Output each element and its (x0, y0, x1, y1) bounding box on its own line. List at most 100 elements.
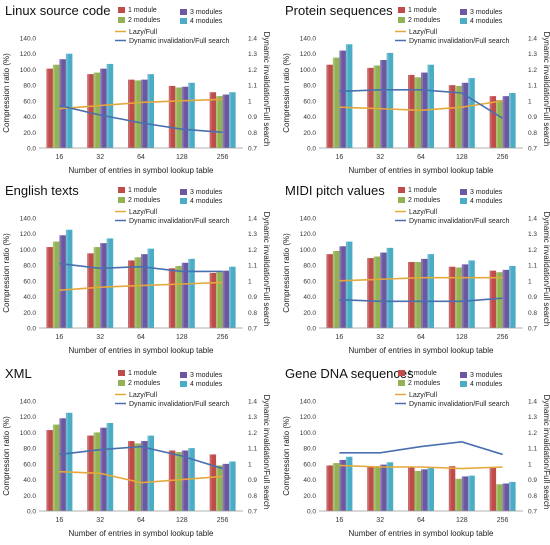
y-tick-label: 80.0 (303, 263, 316, 270)
y-tick-label: 100.0 (20, 67, 37, 74)
y2-tick-label: 1 (528, 278, 532, 285)
bar-highlight (448, 466, 451, 511)
bar-highlight (345, 456, 348, 511)
bar (147, 248, 154, 328)
bar-highlight (461, 82, 464, 148)
bar-highlight (496, 484, 499, 511)
bar (168, 268, 176, 328)
bar-highlight (386, 462, 389, 511)
bar (100, 243, 107, 328)
chart-title: Linux source code (5, 3, 111, 18)
legend-label: 3 modules (190, 372, 223, 379)
bar (87, 74, 94, 148)
bar (65, 412, 73, 511)
bar (332, 57, 340, 149)
y2-tick-label: 1.3 (248, 414, 257, 421)
legend-swatch (118, 370, 125, 376)
y-tick-label: 60.0 (23, 278, 36, 285)
legend-swatch (180, 372, 187, 378)
bar (134, 80, 141, 148)
y2-tick-label: 1.2 (528, 67, 537, 74)
y-tick-label: 120.0 (20, 231, 37, 238)
y2-tick-label: 0.8 (528, 310, 537, 317)
x-tick-label: 32 (376, 334, 384, 341)
bar-highlight (106, 423, 109, 511)
series-line (339, 100, 503, 112)
bar-highlight (448, 85, 451, 148)
bar-highlight (421, 469, 423, 511)
bar-highlight (427, 64, 430, 148)
bar (386, 52, 394, 148)
bar (229, 92, 236, 148)
bar-highlight (468, 260, 471, 328)
legend-swatch (180, 198, 187, 204)
y-tick-label: 140.0 (300, 216, 317, 223)
bar (421, 258, 428, 328)
y-tick-label: 140.0 (20, 399, 37, 406)
bar-highlight (380, 60, 383, 148)
chart-panel-4: MIDI pitch values 0.0 20.0 40.0 60.0 80.0 100.… (282, 183, 550, 355)
series-line (59, 470, 223, 484)
series-line (339, 441, 503, 456)
bar-highlight (168, 85, 171, 148)
y-tick-label: 0.0 (27, 326, 36, 333)
x-tick-label: 128 (176, 334, 188, 341)
bar-highlight (509, 93, 512, 148)
bar-highlight (367, 467, 370, 511)
y2-tick-label: 1.4 (248, 399, 257, 406)
bar-highlight (373, 65, 376, 148)
bar-highlight (65, 229, 68, 328)
bar-highlight (326, 465, 329, 511)
bar (509, 93, 516, 148)
series-line (339, 276, 503, 282)
bar (175, 265, 182, 328)
bar (380, 464, 387, 511)
bar-highlight (229, 266, 232, 328)
y-axis-title: Compression ratio (%) (282, 53, 291, 133)
y-tick-label: 140.0 (20, 36, 37, 43)
x-tick-label: 128 (456, 154, 468, 161)
bar-highlight (496, 272, 499, 328)
bar (414, 262, 421, 328)
bar (373, 466, 381, 511)
y-tick-label: 60.0 (303, 278, 316, 285)
y-tick-label: 100.0 (300, 430, 317, 437)
bar (468, 78, 475, 148)
bar-highlight (52, 424, 55, 511)
bar-highlight (339, 50, 342, 149)
bar (448, 466, 456, 511)
y2-axis-title: Dynamic invalidation/Full search (542, 32, 550, 147)
bar-highlight (141, 441, 143, 511)
legend-swatch (460, 189, 467, 195)
bar (128, 260, 135, 328)
bar-highlight (65, 412, 68, 511)
y-tick-label: 40.0 (23, 294, 36, 301)
y2-tick-label: 1 (528, 461, 532, 468)
bar-highlight (332, 251, 335, 328)
bar-highlight (188, 258, 191, 328)
bar (326, 254, 333, 328)
bar-highlight (421, 258, 423, 328)
bar (386, 247, 394, 328)
y-tick-label: 20.0 (23, 130, 36, 137)
legend-label: 2 modules (128, 380, 161, 387)
y2-tick-label: 0.8 (248, 310, 257, 317)
bar (468, 260, 475, 328)
x-tick-label: 64 (417, 334, 425, 341)
bar-highlight (216, 96, 219, 148)
legend-label: Dynamic invalidation/Full search (129, 38, 229, 45)
y-tick-label: 140.0 (300, 399, 317, 406)
y2-tick-label: 1 (248, 278, 252, 285)
y2-tick-label: 1 (528, 98, 532, 105)
y-tick-label: 20.0 (303, 493, 316, 500)
bar (373, 256, 381, 328)
y-tick-label: 20.0 (23, 310, 36, 317)
bar-highlight (181, 262, 184, 328)
x-tick-label: 128 (456, 334, 468, 341)
y2-tick-label: 1.4 (528, 36, 537, 43)
bar-highlight (141, 254, 143, 328)
bar-highlight (147, 435, 150, 511)
y-tick-label: 40.0 (303, 477, 316, 484)
y-tick-label: 20.0 (303, 310, 316, 317)
bar-highlight (339, 246, 342, 328)
